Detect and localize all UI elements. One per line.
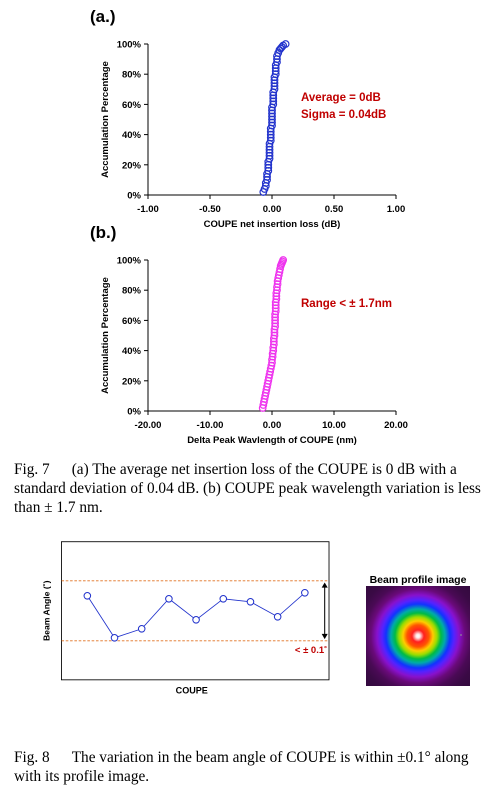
annotation-text: Sigma = 0.04dB [301,109,386,121]
x-tick-label: 0.00 [263,204,282,215]
y-axis-label: Accumulation Percentage [100,277,111,394]
y-tick-label: 0% [127,191,141,202]
x-tick-label: -0.50 [199,204,221,215]
y-tick-label: 100% [117,40,142,51]
panel-label: (a.) [90,7,116,26]
y-tick-label: 60% [122,100,142,111]
data-point [110,634,119,642]
plot-frame [61,541,330,681]
y-tick-label: 40% [122,346,142,357]
y-tick-label: 40% [122,130,142,141]
panel-label: (b.) [90,223,116,242]
y-axis-label: Accumulation Percentage [100,61,111,178]
range-arrow-head-down [321,633,328,640]
data-point [192,615,200,624]
data-point [165,594,173,603]
x-tick-label: 10.00 [322,420,346,431]
data-point [279,256,288,264]
y-axis-label: Beam Angle (˚) [41,580,51,641]
data-point [273,612,282,621]
chart-a-insertion-loss: (a.) 0% 20% 40% 60% 80% 100% -1.00 -0.50 0.00 0.50… [90,7,405,230]
x-tick-label: 0.50 [325,204,344,215]
chart-b-peak-wavelength: (b.) 0% 20% 40% 60% 80% 100% -20.00 -10.00 0.00 10… [90,223,408,446]
annotation-text: Range < ± 1.7nm [301,298,392,310]
y-tick-label: 100% [117,256,142,267]
range-arrow-head-up [321,582,328,588]
data-point [137,624,146,633]
chart-c-beam-angle: < ± 0.1˚ Beam Angle (˚) COUPE [41,541,330,696]
y-tick-label: 20% [122,160,142,171]
x-axis-label: Delta Peak Wavlength of COUPE (nm) [187,435,357,446]
annotation-text: < ± 0.1˚ [295,645,327,656]
beam-profile-title: Beam profile image [369,574,467,586]
annotation-text: Average = 0dB [301,92,381,104]
x-tick-label: -1.00 [137,204,159,215]
figure-8-caption: Fig. 8 The variation in the beam angle of… [14,748,494,786]
x-tick-label: -10.00 [197,420,224,431]
data-point [83,591,92,600]
figure-7-caption: Fig. 7 (a) The average net insertion loss… [14,460,494,517]
beam-profile-image [366,586,470,686]
figure-8-text: The variation in the beam angle of COUPE… [14,749,469,785]
figure-7-text: (a) The average net insertion loss of th… [14,461,481,516]
data-point [219,594,228,603]
x-tick-label: 1.00 [387,204,406,215]
cdf-charts: (a.) 0% 20% 40% 60% 80% 100% -1.00 -0.50 0.00 0.50… [90,7,408,446]
x-axis-label: COUPE [176,686,208,696]
y-tick-label: 80% [122,70,142,81]
y-tick-label: 20% [122,376,142,387]
y-tick-label: 60% [122,316,142,327]
figure-8-label: Fig. 8 [14,749,50,766]
x-tick-label: -20.00 [135,420,162,431]
x-tick-label: 0.00 [263,420,282,431]
beam-angle-chart: < ± 0.1˚ Beam Angle (˚) COUPE [41,541,330,696]
figure-7-label: Fig. 7 [14,461,50,478]
x-axis-label: COUPE net insertion loss (dB) [204,219,341,230]
data-point [281,40,290,48]
series-line [86,592,306,639]
x-tick-label: 20.00 [384,420,408,431]
data-point [246,597,255,606]
data-point [301,588,309,597]
y-tick-label: 80% [122,286,142,297]
y-tick-label: 0% [127,407,141,418]
profile-speck [460,634,462,636]
